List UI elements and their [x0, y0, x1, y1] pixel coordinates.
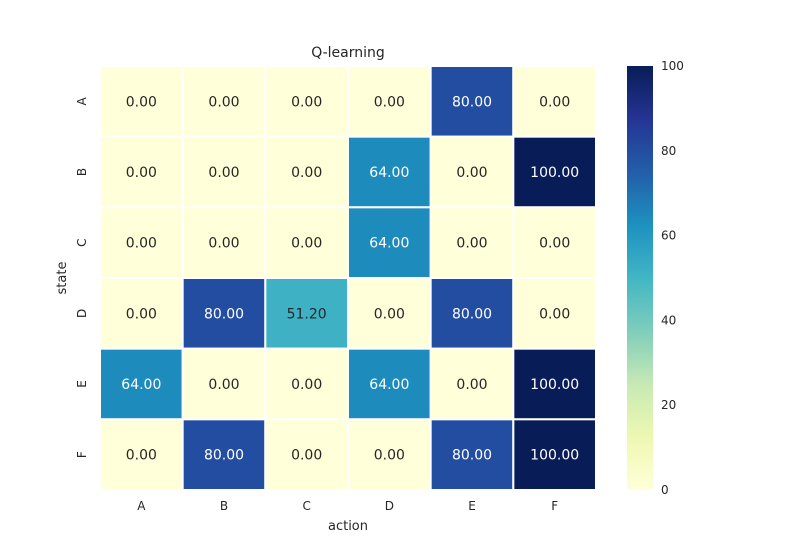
heatmap-cell-E-F [512, 347, 597, 421]
cell-value-label: 0.00 [208, 94, 239, 110]
cell-value-label: 0.00 [126, 306, 157, 322]
heatmap-cell-A-A [99, 65, 184, 138]
cell-value-label: 0.00 [208, 236, 239, 252]
cell-value-label: 100.00 [530, 377, 579, 393]
cell-value-label: 80.00 [204, 306, 244, 322]
y-axis-ticks: A B C D E F [75, 96, 89, 458]
heatmap-cell-F-A [99, 418, 184, 492]
x-tick-label: C [302, 499, 310, 513]
colorbar-ticks: 0 20 40 60 80 100 [661, 59, 684, 497]
cell-value-label: 64.00 [121, 377, 161, 393]
cell-value-label: 0.00 [291, 165, 322, 181]
cell-value-label: 80.00 [452, 94, 492, 110]
cell-value-label: 100.00 [530, 165, 579, 181]
heatmap-cell-C-F [512, 206, 597, 279]
cell-value-label: 80.00 [452, 448, 492, 464]
heatmap-cell-E-A [99, 347, 184, 421]
cell-value-label: 64.00 [369, 165, 409, 181]
colorbar-tick-label: 20 [661, 398, 676, 412]
heatmap-cell-C-B [181, 206, 267, 279]
heatmap-cell-C-E [429, 206, 515, 279]
x-tick-label: B [220, 499, 228, 513]
colorbar-tick-label: 60 [661, 229, 676, 243]
colorbar-tick-label: 80 [661, 144, 676, 158]
cell-value-label: 80.00 [204, 448, 244, 464]
cell-value-label: 0.00 [208, 165, 239, 181]
cell-value-label: 51.20 [287, 306, 327, 322]
y-tick-label: C [75, 238, 89, 246]
chart-title: Q-learning [311, 45, 385, 61]
x-axis-label: action [328, 519, 368, 534]
cell-value-label: 64.00 [369, 236, 409, 252]
heatmap-cell-B-C [264, 135, 350, 209]
heatmap-cell-D-C [264, 277, 350, 350]
cell-value-label: 64.00 [369, 377, 409, 393]
x-tick-label: D [385, 499, 394, 513]
cell-value-label: 0.00 [291, 377, 322, 393]
x-tick-label: A [137, 499, 146, 513]
heatmap-cell-C-A [99, 206, 184, 279]
cell-value-label: 0.00 [126, 165, 157, 181]
colorbar [627, 66, 653, 490]
cell-value-label: 0.00 [126, 236, 157, 252]
colorbar-tick-label: 40 [661, 313, 676, 327]
heatmap-cell-E-E [429, 347, 515, 421]
cell-value-label: 0.00 [374, 306, 405, 322]
cell-value-label: 100.00 [530, 448, 579, 464]
y-tick-label: B [75, 168, 89, 176]
cell-value-label: 0.00 [291, 448, 322, 464]
cell-value-label: 0.00 [539, 236, 570, 252]
cell-value-label: 0.00 [291, 94, 322, 110]
heatmap-cell-D-F [512, 277, 597, 350]
cell-value-label: 80.00 [452, 306, 492, 322]
cell-value-label: 0.00 [126, 448, 157, 464]
heatmap-cell-F-F [512, 418, 597, 492]
cell-value-label: 0.00 [208, 377, 239, 393]
colorbar-tick-label: 100 [661, 59, 684, 73]
heatmap-cell-F-C [264, 418, 350, 492]
y-tick-label: D [75, 309, 89, 318]
y-tick-label: F [75, 451, 89, 458]
heatmap-cell-C-C [264, 206, 350, 279]
colorbar-tick-label: 0 [661, 483, 669, 497]
y-tick-label: A [75, 96, 89, 105]
cell-value-label: 0.00 [456, 236, 487, 252]
x-axis-ticks: A B C D E F [137, 499, 558, 513]
heatmap-cell-A-B [181, 65, 267, 138]
heatmap-cell-F-E [429, 418, 515, 492]
heatmap-cells [99, 65, 597, 492]
cell-value-label: 0.00 [456, 377, 487, 393]
cell-value-label: 0.00 [374, 94, 405, 110]
x-tick-label: F [551, 499, 558, 513]
heatmap-cell-D-A [99, 277, 184, 350]
y-tick-label: E [75, 380, 89, 388]
heatmap-cell-C-D [347, 206, 432, 279]
heatmap-cell-B-D [347, 135, 432, 209]
cell-value-label: 0.00 [539, 94, 570, 110]
cell-value-label: 0.00 [456, 165, 487, 181]
cell-value-label: 0.00 [126, 94, 157, 110]
y-axis-label: state [55, 262, 70, 295]
heatmap-cell-D-D [347, 277, 432, 350]
heatmap-cell-B-B [181, 135, 267, 209]
heatmap-cell-D-E [429, 277, 515, 350]
heatmap-cell-labels: 0.00 0.00 0.00 0.00 80.00 0.00 0.00 0.00 0.00 64.… [121, 94, 579, 463]
heatmap-cell-B-F [512, 135, 597, 209]
heatmap-cell-A-C [264, 65, 350, 138]
colorbar-gradient [627, 66, 653, 490]
heatmap-cell-E-B [181, 347, 267, 421]
x-tick-label: E [468, 499, 476, 513]
cell-value-label: 0.00 [374, 448, 405, 464]
cell-value-label: 0.00 [291, 236, 322, 252]
cell-value-label: 0.00 [539, 306, 570, 322]
